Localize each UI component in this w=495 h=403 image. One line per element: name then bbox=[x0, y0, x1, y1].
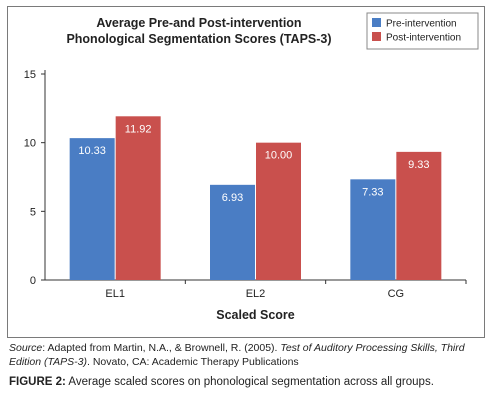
legend-label-post: Post-intervention bbox=[386, 33, 461, 44]
chart-frame: Average Pre-and Post-intervention Phonolo… bbox=[7, 6, 485, 338]
source-text: : Adapted from Martin, N.A., & Brownell,… bbox=[42, 342, 281, 354]
source-note: Source: Adapted from Martin, N.A., & Bro… bbox=[9, 341, 489, 369]
legend-label-pre: Pre-intervention bbox=[386, 19, 457, 30]
bar-cg-post bbox=[396, 151, 442, 280]
y-tick-label-10: 10 bbox=[24, 138, 36, 150]
x-axis-label: Scaled Score bbox=[216, 308, 295, 322]
source-label: Source bbox=[9, 342, 43, 354]
legend-box bbox=[366, 12, 479, 50]
legend-swatch-post bbox=[372, 32, 381, 41]
data-label-cg-post: 9.33 bbox=[408, 159, 429, 171]
data-label-el1-pre: 10.33 bbox=[78, 145, 106, 157]
figure-label: FIGURE 2: bbox=[9, 376, 66, 388]
y-tick-label-15: 15 bbox=[24, 69, 36, 81]
data-label-el2-pre: 6.93 bbox=[222, 192, 243, 204]
y-tick-label-0: 0 bbox=[30, 275, 36, 287]
bar-el1-pre bbox=[69, 138, 115, 280]
source-publisher: . Novato, CA: Academic Therapy Publicati… bbox=[87, 356, 299, 368]
x-tick-label-el2: EL2 bbox=[246, 288, 266, 300]
source-book-title: Test of Auditory Processing Skills, Thir… bbox=[9, 342, 465, 368]
data-label-el2-post: 10.00 bbox=[265, 150, 293, 162]
x-tick-label-el1: EL1 bbox=[105, 288, 125, 300]
bar-el2-pre bbox=[210, 184, 255, 280]
bar-el2-post bbox=[256, 142, 301, 280]
bar-el1-post bbox=[115, 116, 161, 280]
figure-caption-text: Average scaled scores on phonological se… bbox=[65, 376, 434, 388]
chart-title-line-2: Phonological Segmentation Scores (TAPS-3… bbox=[66, 32, 331, 46]
bar-chart: Average Pre-and Post-intervention Phonolo… bbox=[24, 12, 479, 322]
bar-cg-pre bbox=[350, 179, 396, 280]
x-tick-label-cg: CG bbox=[388, 288, 405, 300]
data-label-el1-post: 11.92 bbox=[125, 123, 152, 135]
legend-swatch-pre bbox=[372, 18, 381, 27]
chart-title-line-1: Average Pre-and Post-intervention bbox=[96, 16, 301, 30]
figure-caption: FIGURE 2: Average scaled scores on phono… bbox=[9, 375, 489, 389]
y-tick-label-5: 5 bbox=[30, 206, 36, 218]
data-label-cg-pre: 7.33 bbox=[362, 186, 383, 198]
